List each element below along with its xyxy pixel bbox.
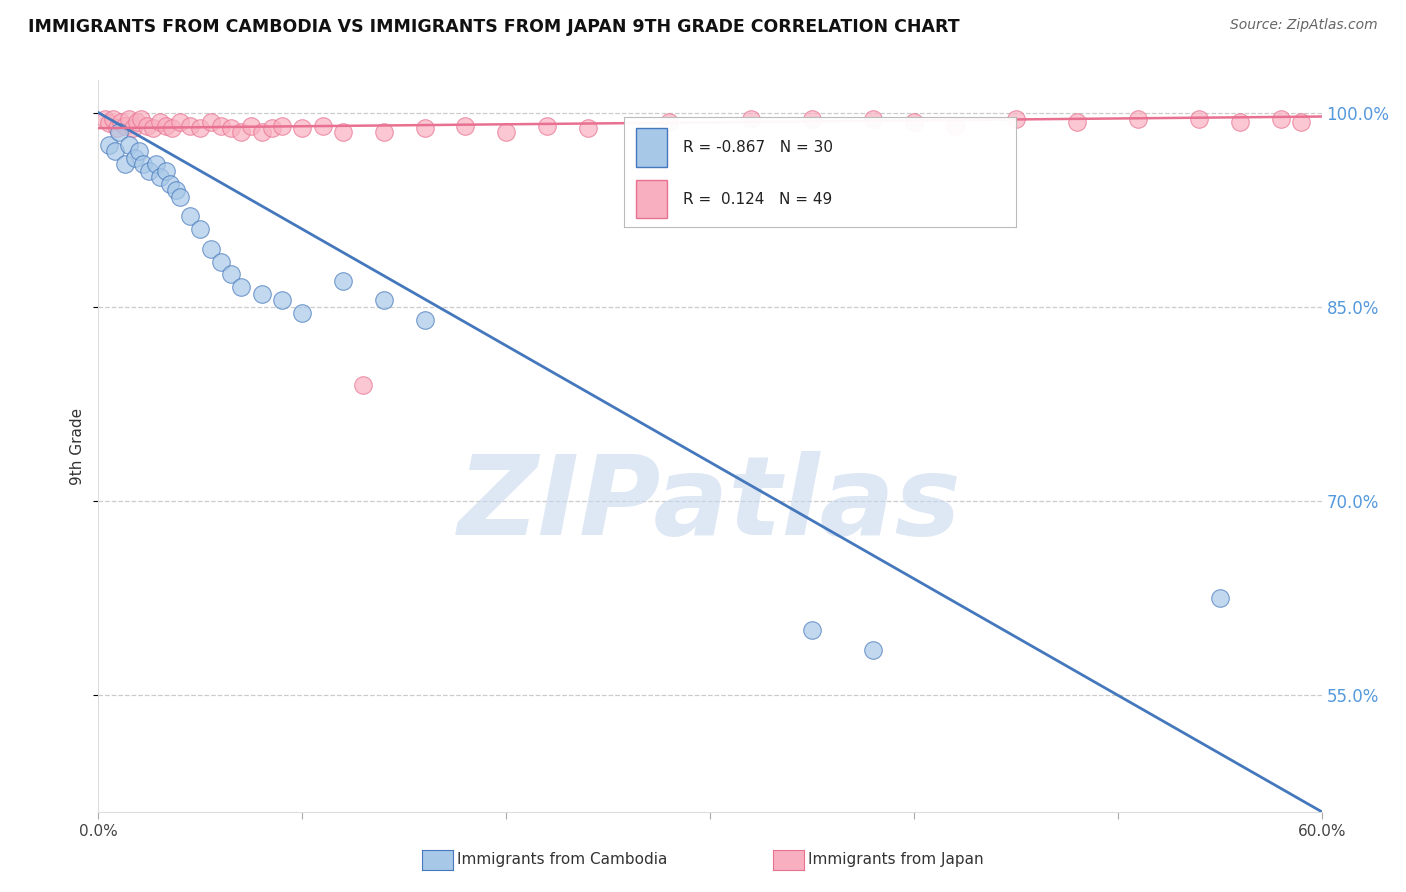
Point (159, 177, 181, 191)
Point (260, 121, 283, 136)
Point (291, 306, 314, 320)
Text: R = -0.867   N = 30: R = -0.867 N = 30 (683, 140, 834, 155)
Point (104, 145, 127, 159)
Point (1209, 591, 1232, 606)
Point (200, 114, 222, 128)
Point (373, 125, 395, 139)
Point (495, 125, 517, 139)
Point (128, 145, 150, 159)
Point (536, 119, 558, 133)
Point (270, 119, 294, 133)
Point (270, 293, 294, 308)
Point (129, 112, 152, 127)
Point (801, 112, 824, 127)
Point (231, 280, 253, 294)
Point (332, 274, 354, 288)
Point (413, 121, 436, 136)
Point (1291, 114, 1313, 128)
Point (145, 157, 167, 171)
Point (149, 114, 172, 128)
Point (862, 112, 884, 127)
Point (250, 286, 273, 301)
Point (114, 119, 136, 133)
Y-axis label: 9th Grade: 9th Grade (70, 408, 86, 484)
Point (188, 121, 212, 136)
Point (169, 114, 191, 128)
Point (97, 138, 120, 153)
Point (943, 119, 966, 133)
Point (188, 222, 212, 236)
Point (97, 116, 120, 130)
Point (179, 119, 201, 133)
Point (240, 119, 263, 133)
Point (101, 112, 124, 127)
Point (1229, 114, 1251, 128)
Text: IMMIGRANTS FROM CAMBODIA VS IMMIGRANTS FROM JAPAN 9TH GRADE CORRELATION CHART: IMMIGRANTS FROM CAMBODIA VS IMMIGRANTS F… (28, 18, 960, 36)
Point (209, 254, 232, 268)
Point (1188, 112, 1211, 127)
Point (105, 121, 128, 136)
Point (155, 164, 177, 178)
Point (132, 157, 155, 171)
Point (1128, 112, 1150, 127)
Bar (636, 128, 668, 167)
Point (219, 121, 242, 136)
Point (118, 138, 141, 153)
Point (124, 151, 146, 165)
Point (373, 293, 395, 308)
Point (169, 190, 191, 204)
Point (231, 125, 253, 139)
Point (127, 114, 149, 128)
Point (138, 164, 160, 178)
Point (740, 112, 762, 127)
Bar (636, 180, 668, 219)
Text: ZIPatlas: ZIPatlas (458, 451, 962, 558)
Point (209, 119, 232, 133)
Text: Immigrants from Japan: Immigrants from Japan (808, 853, 984, 867)
Point (454, 119, 477, 133)
Point (1066, 114, 1088, 128)
Point (332, 125, 354, 139)
Text: Source: ZipAtlas.com: Source: ZipAtlas.com (1230, 18, 1378, 32)
Point (165, 183, 187, 197)
Point (149, 170, 172, 185)
Point (142, 121, 165, 136)
Point (93, 112, 115, 127)
Point (352, 377, 374, 392)
Point (658, 114, 681, 128)
Point (801, 624, 824, 638)
Point (136, 119, 159, 133)
Point (862, 643, 884, 657)
Point (200, 242, 222, 256)
Point (219, 268, 242, 282)
Point (1270, 112, 1292, 127)
Point (903, 114, 925, 128)
Point (118, 112, 141, 127)
Point (108, 125, 131, 139)
Point (160, 121, 183, 136)
Point (179, 209, 201, 223)
Point (122, 121, 145, 136)
Text: Immigrants from Cambodia: Immigrants from Cambodia (457, 853, 668, 867)
Point (110, 114, 132, 128)
Point (1004, 112, 1026, 127)
Text: R =  0.124   N = 49: R = 0.124 N = 49 (683, 192, 832, 207)
Point (291, 121, 314, 136)
Point (413, 312, 436, 326)
Point (250, 125, 273, 139)
Point (576, 121, 599, 136)
Point (155, 119, 177, 133)
Point (312, 119, 335, 133)
Point (114, 157, 136, 171)
